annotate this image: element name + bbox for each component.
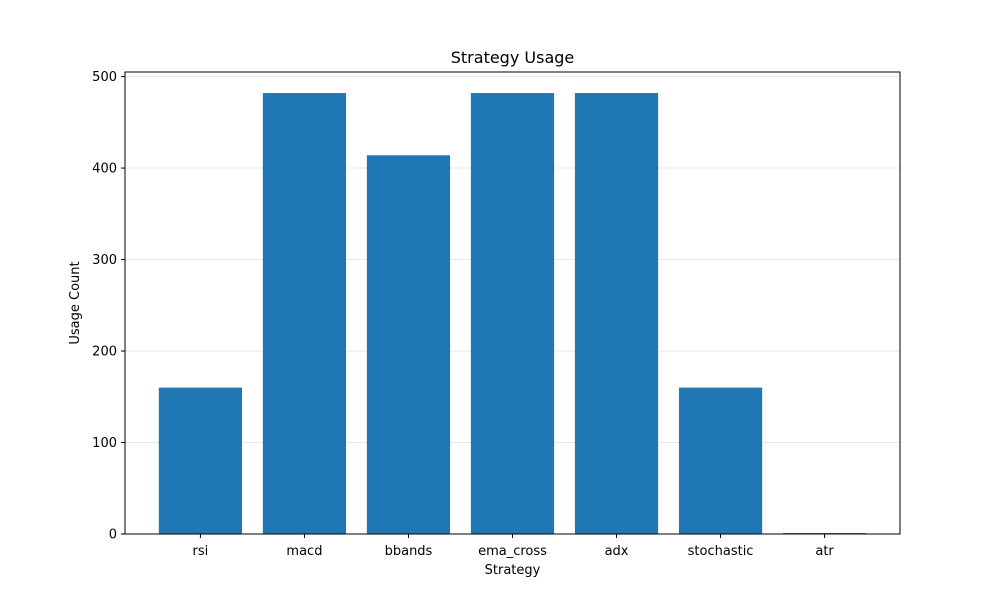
bar-adx — [574, 93, 659, 534]
bar-layer — [158, 93, 867, 535]
bar-ema_cross — [470, 93, 555, 534]
y-tick-label: 0 — [109, 528, 117, 543]
x-tick-label-atr: atr — [815, 544, 834, 559]
y-tick-label: 300 — [92, 253, 117, 268]
y-tick-label: 100 — [92, 436, 117, 451]
x-tick-label-ema_cross: ema_cross — [478, 544, 547, 559]
bar-rsi — [158, 387, 243, 534]
x-tick-label-adx: adx — [605, 544, 629, 559]
y-axis-label: Usage Count — [68, 261, 83, 344]
bar-stochastic — [678, 387, 763, 534]
bar-macd — [262, 93, 347, 534]
x-axis-ticks: rsi macd bbands ema_cross adx stochastic atr — [193, 534, 834, 559]
y-tick-label: 400 — [92, 162, 117, 177]
y-tick-label: 500 — [92, 70, 117, 85]
x-tick-label-stochastic: stochastic — [688, 544, 754, 559]
x-tick-label-macd: macd — [286, 544, 322, 559]
x-tick-label-bbands: bbands — [385, 544, 433, 559]
x-axis-label: Strategy — [485, 563, 541, 578]
y-tick-label: 200 — [92, 345, 117, 360]
bar-bbands — [366, 155, 451, 535]
y-axis-ticks: 0 100 200 300 400 500 — [92, 70, 125, 543]
chart-title: Strategy Usage — [451, 48, 575, 67]
x-tick-label-rsi: rsi — [193, 544, 209, 559]
